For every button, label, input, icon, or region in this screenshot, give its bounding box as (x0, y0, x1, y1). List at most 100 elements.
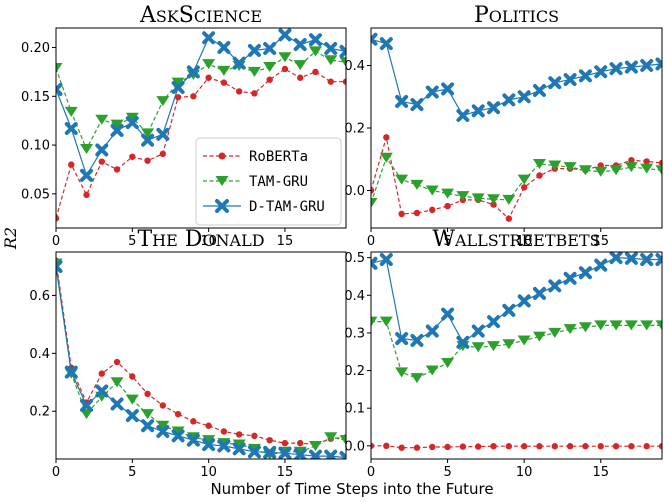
y-tick-label: 0.6 (29, 289, 50, 304)
data-point-tam-gru (395, 367, 409, 378)
panel-frame-wallstreetbets (370, 251, 663, 460)
data-point-tam-gru (395, 174, 409, 185)
data-point-d-tam-gru (609, 62, 623, 76)
data-point-d-tam-gru (379, 253, 393, 267)
data-point-d-tam-gru (640, 59, 654, 72)
series-d-tam-gru (56, 28, 346, 182)
panel-frame-politics (370, 27, 663, 229)
data-point-d-tam-gru (441, 307, 455, 321)
data-point-d-tam-gru (339, 451, 346, 459)
data-point-roberta (235, 88, 243, 95)
data-point-tam-gru (156, 420, 170, 431)
series-tam-gru (371, 316, 662, 384)
data-point-roberta (551, 443, 558, 450)
data-point-d-tam-gru (532, 286, 546, 300)
y-tick-label: 0.0 (344, 439, 365, 454)
y-tick-label: 0.4 (29, 347, 50, 362)
data-point-tam-gru (609, 165, 623, 176)
data-point-d-tam-gru (395, 332, 409, 346)
x-tick-label: 10 (200, 465, 217, 480)
data-point-d-tam-gru (293, 38, 307, 52)
data-point-tam-gru (594, 320, 608, 331)
data-point-tam-gru (80, 143, 94, 154)
data-point-d-tam-gru (517, 90, 531, 104)
series-line-tam-gru (56, 263, 346, 456)
data-point-tam-gru (202, 435, 216, 446)
data-point-roberta (297, 74, 304, 81)
data-point-roberta (459, 443, 467, 450)
data-point-tam-gru (471, 193, 485, 204)
x-tick-label: 0 (367, 234, 375, 249)
panel-title-politics: POLITICS (474, 3, 559, 28)
data-point-d-tam-gru (640, 253, 654, 267)
data-point-tam-gru (217, 65, 231, 76)
data-point-tam-gru (80, 409, 94, 420)
data-point-tam-gru (110, 377, 124, 388)
data-point-roberta (190, 418, 197, 425)
data-point-tam-gru (624, 320, 638, 331)
data-point-tam-gru (371, 316, 378, 327)
data-point-roberta (266, 76, 273, 83)
data-point-d-tam-gru (202, 31, 216, 45)
data-point-tam-gru (578, 165, 592, 176)
data-point-roberta (383, 442, 390, 450)
data-point-d-tam-gru (56, 82, 63, 96)
data-point-tam-gru (339, 57, 346, 68)
data-point-roberta (312, 68, 319, 76)
data-point-d-tam-gru (95, 384, 109, 398)
data-point-tam-gru (95, 114, 109, 125)
data-point-roberta (413, 444, 421, 451)
data-point-roberta (597, 443, 604, 450)
data-point-d-tam-gru (624, 252, 638, 265)
legend-marker-roberta (218, 152, 226, 160)
y-tick-label: 0.4 (344, 59, 365, 74)
data-point-d-tam-gru (80, 168, 94, 182)
series-d-tam-gru (371, 252, 662, 349)
y-tick-label: 0.0 (344, 184, 365, 199)
data-point-tam-gru (171, 426, 185, 437)
data-point-tam-gru (640, 320, 654, 331)
data-point-roberta (429, 443, 436, 451)
data-point-roberta (536, 443, 543, 450)
data-point-d-tam-gru (95, 143, 109, 157)
x-tick-label: 5 (128, 234, 136, 249)
y-axis-label: R2 (1, 227, 20, 250)
panel-title-the-donald: THE DONALD (137, 227, 264, 252)
data-point-tam-gru (502, 339, 516, 350)
data-point-d-tam-gru (339, 44, 346, 58)
panel-wallstreetbets: WALLSTREETBETS 0 5 10 15 0.0 0.1 0.2 0.3 0.4 0.5 (344, 227, 663, 480)
data-point-d-tam-gru (655, 57, 662, 71)
data-point-roberta (536, 172, 543, 179)
x-tick-label: 10 (516, 234, 533, 249)
data-point-roberta (371, 442, 375, 450)
data-point-tam-gru (324, 55, 338, 66)
x-tick-label: 10 (200, 234, 217, 249)
data-point-d-tam-gru (232, 442, 246, 456)
x-tick-label: 15 (277, 465, 294, 480)
y-tick-label: 0.5 (344, 251, 365, 266)
y-tick-label: 0.20 (21, 41, 50, 56)
y-tick-label: 0.2 (344, 122, 365, 137)
data-point-roberta (628, 156, 635, 164)
data-point-d-tam-gru (64, 365, 78, 379)
panel-politics: POLITICS 0 5 10 15 0.0 0.2 0.4 (344, 3, 663, 249)
data-point-roberta (98, 370, 105, 377)
series-tam-gru (56, 258, 346, 459)
data-point-tam-gru (278, 52, 292, 63)
data-point-d-tam-gru (278, 446, 292, 459)
x-tick-label: 0 (52, 234, 60, 249)
series-line-d-tam-gru (371, 256, 662, 344)
data-point-d-tam-gru (247, 445, 261, 459)
data-point-tam-gru (171, 77, 185, 88)
x-tick-label: 0 (367, 465, 375, 480)
data-point-d-tam-gru (425, 324, 439, 338)
data-point-d-tam-gru (456, 109, 470, 122)
data-point-tam-gru (293, 60, 307, 71)
y-tick-label: 0.15 (21, 90, 50, 105)
plot-area-askscience (56, 28, 346, 222)
data-point-d-tam-gru (502, 93, 516, 107)
data-point-roberta (281, 65, 289, 73)
y-tick-label: 0.2 (344, 364, 365, 379)
data-point-roberta (643, 443, 650, 450)
data-point-d-tam-gru (308, 449, 322, 459)
